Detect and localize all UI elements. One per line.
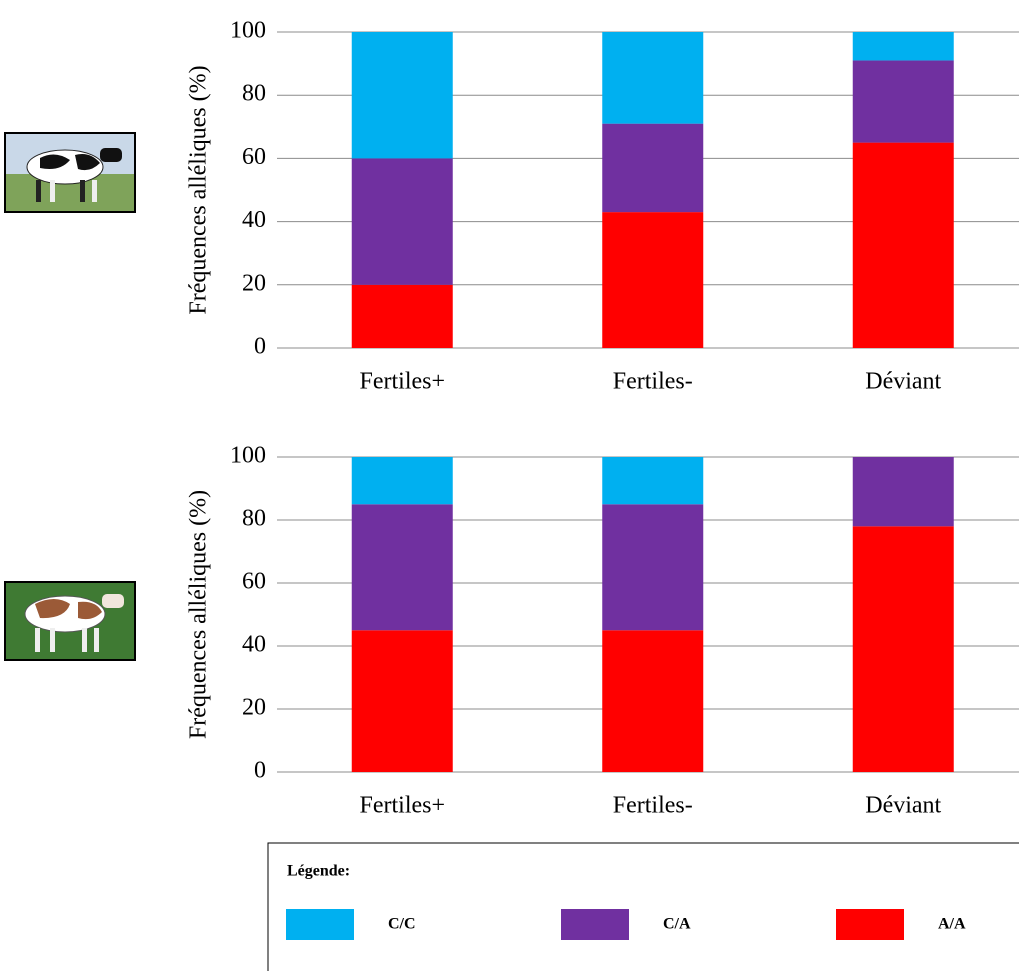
legend-label: A/A — [938, 916, 966, 933]
bar-segment — [852, 32, 954, 61]
bar-segment — [602, 504, 704, 631]
y-axis-label: Fréquences alléliques (%) — [186, 65, 212, 314]
x-tick-label: Déviant — [865, 793, 941, 819]
y-tick-label: 40 — [242, 207, 266, 233]
bar-segment — [351, 32, 453, 159]
bar-segment — [602, 123, 704, 213]
bar-segment — [602, 32, 704, 124]
x-tick-label: Déviant — [865, 369, 941, 395]
bar-segment — [351, 158, 453, 285]
bar-segment — [602, 457, 704, 505]
legend-swatch — [286, 909, 354, 940]
legend-label: C/A — [663, 916, 691, 933]
bar-segment — [852, 142, 954, 348]
x-tick-label: Fertiles+ — [359, 369, 445, 395]
y-axis-label: Fréquences alléliques (%) — [186, 490, 212, 739]
y-tick-label: 60 — [242, 144, 266, 170]
bar-segment — [351, 284, 453, 348]
bar-segment — [602, 212, 704, 348]
y-tick-label: 100 — [230, 443, 266, 469]
legend-label: C/C — [388, 916, 416, 933]
bar-segment — [351, 630, 453, 772]
y-tick-label: 80 — [242, 81, 266, 107]
bar-segment — [602, 630, 704, 772]
x-tick-label: Fertiles+ — [359, 793, 445, 819]
y-tick-label: 0 — [254, 758, 266, 784]
y-tick-label: 80 — [242, 506, 266, 532]
legend-box — [267, 842, 1019, 971]
bar-segment — [852, 526, 954, 772]
x-tick-label: Fertiles- — [613, 793, 693, 819]
cow-image-montbeliarde — [4, 581, 136, 661]
y-tick-label: 40 — [242, 632, 266, 658]
bar-segment — [852, 457, 954, 527]
y-tick-label: 20 — [242, 270, 266, 296]
y-tick-label: 100 — [230, 18, 266, 44]
y-tick-label: 20 — [242, 695, 266, 721]
bar-segment — [351, 457, 453, 505]
legend-swatch — [836, 909, 904, 940]
y-tick-label: 0 — [254, 334, 266, 360]
x-tick-label: Fertiles- — [613, 369, 693, 395]
bar-segment — [351, 504, 453, 631]
cow-image-holstein — [4, 132, 136, 213]
y-tick-label: 60 — [242, 569, 266, 595]
bar-segment — [852, 60, 954, 143]
legend-swatch — [561, 909, 629, 940]
legend-title: Légende: — [287, 863, 350, 880]
